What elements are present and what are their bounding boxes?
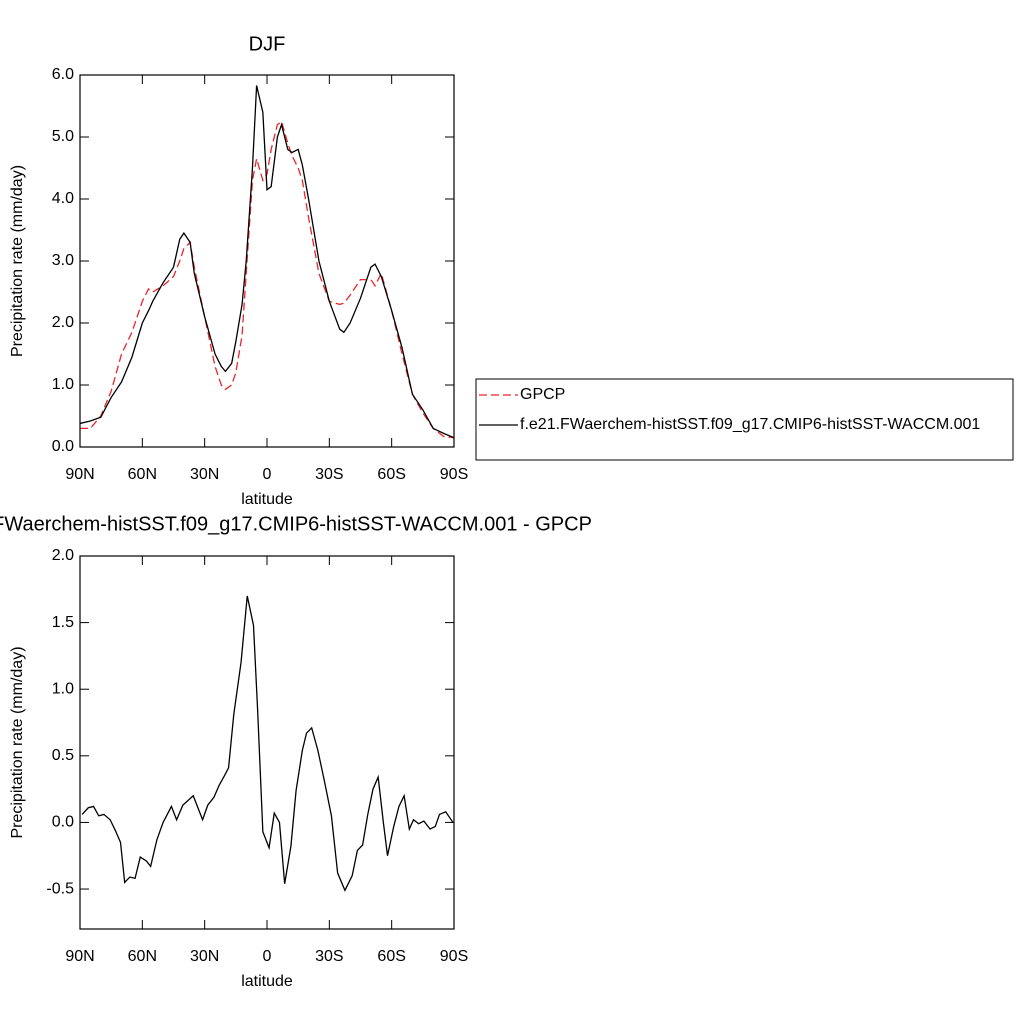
data-line (80, 120, 455, 439)
x-tick-label: 60S (377, 948, 405, 965)
y-tick-label: 0.0 (52, 814, 74, 831)
y-tick-label: 0.0 (52, 438, 74, 455)
x-tick-label: 30S (315, 466, 343, 483)
y-tick-label: -0.5 (46, 880, 74, 897)
y-tick-label: 1.0 (52, 376, 74, 393)
x-tick-label: 60N (128, 948, 157, 965)
y-tick-label: 1.0 (52, 680, 74, 697)
x-tick-label: 0 (263, 466, 272, 483)
x-tick-label: 60N (128, 466, 157, 483)
plot-frame (79, 555, 455, 930)
legend-label: f.e21.FWaerchem-histSST.f09_g17.CMIP6-hi… (520, 416, 980, 433)
data-line (79, 85, 455, 439)
y-tick-label: 2.0 (52, 547, 74, 564)
x-tick-label: 0 (263, 948, 272, 965)
x-tick-label: 30N (190, 466, 219, 483)
y-tick-label: 5.0 (52, 128, 74, 145)
x-tick-label: 90S (440, 948, 468, 965)
plot-frame (79, 74, 455, 448)
x-tick-label: 30S (315, 948, 343, 965)
legend-label: GPCP (520, 386, 565, 403)
y-tick-label: 3.0 (52, 252, 74, 269)
x-axis-label: latitude (241, 491, 293, 508)
x-tick-label: 60S (377, 466, 405, 483)
x-tick-label: 90N (65, 466, 94, 483)
x-tick-label: 90N (65, 948, 94, 965)
legend-box (475, 378, 1014, 461)
y-axis-label: Precipitation rate (mm/day) (9, 646, 26, 838)
y-tick-label: 6.0 (52, 66, 74, 83)
y-tick-label: 0.5 (52, 747, 74, 764)
data-line (81, 595, 454, 892)
y-tick-label: 2.0 (52, 314, 74, 331)
x-tick-label: 30N (190, 948, 219, 965)
chart-title: f.e21.FWaerchem-histSST.f09_g17.CMIP6-hi… (0, 513, 592, 535)
x-axis-label: latitude (241, 973, 293, 990)
y-tick-label: 1.5 (52, 614, 74, 631)
x-tick-label: 90S (440, 466, 468, 483)
y-tick-label: 4.0 (52, 190, 74, 207)
chart-title: DJF (249, 33, 286, 55)
y-axis-label: Precipitation rate (mm/day) (9, 165, 26, 357)
